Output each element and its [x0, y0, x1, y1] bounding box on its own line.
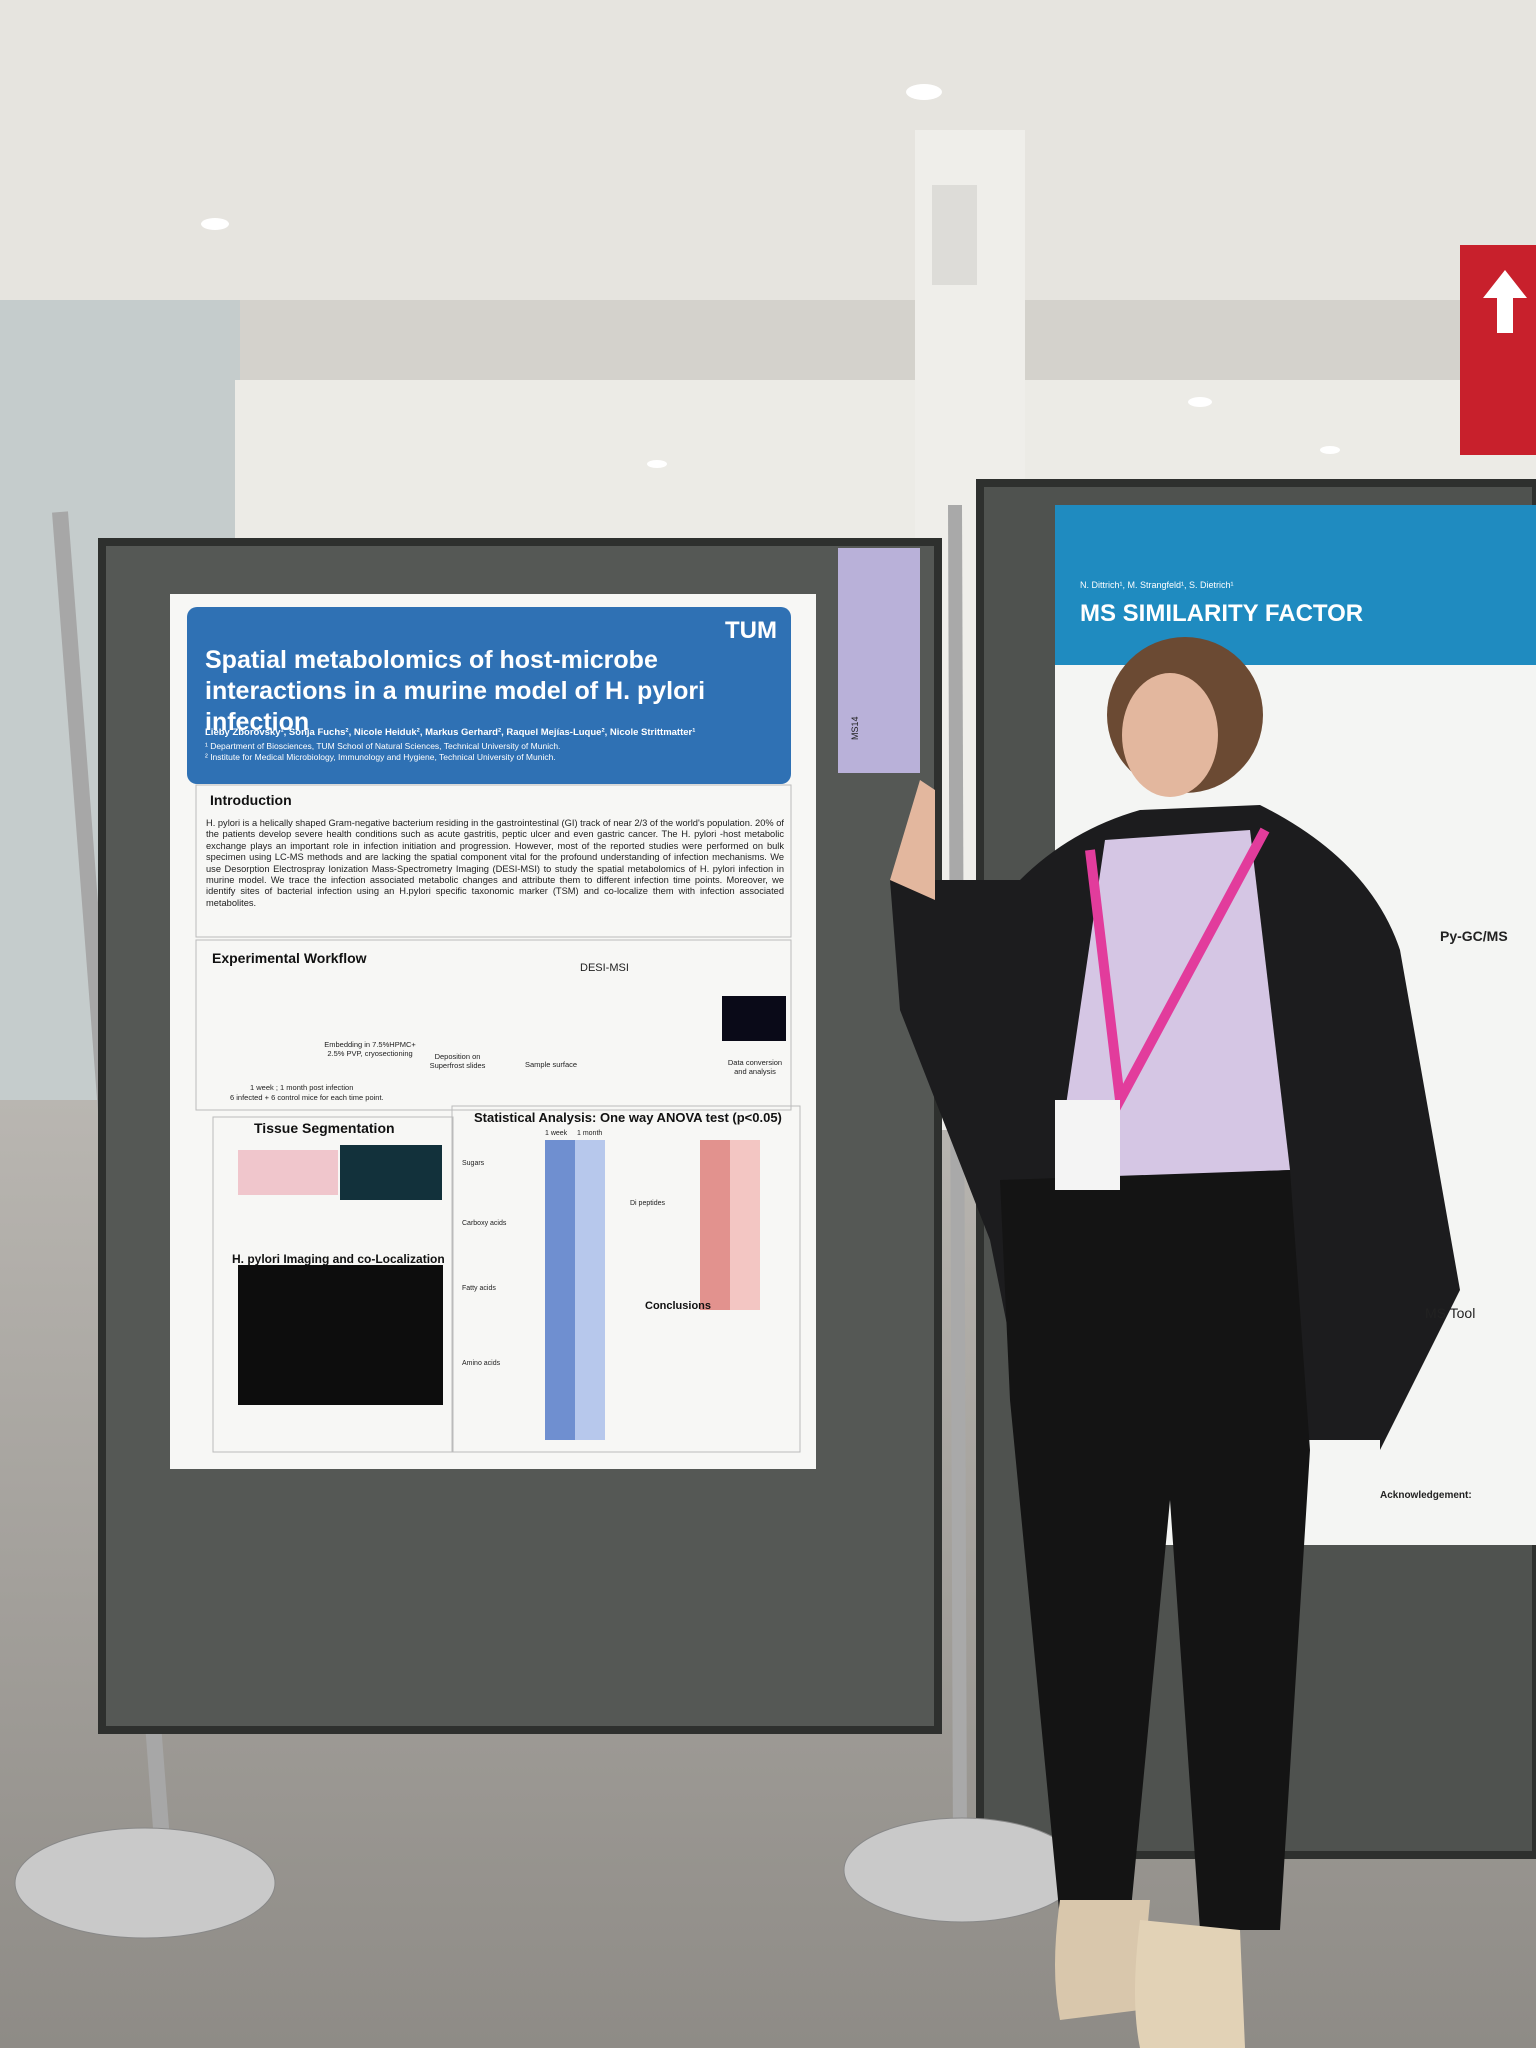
person: [890, 637, 1460, 2048]
workflow-label: Embedding in 7.5%HPMC+ 2.5% PVP, cryosec…: [324, 1040, 416, 1058]
side-authors: N. Dittrich¹, M. Strangfeld¹, S. Dietric…: [1080, 580, 1234, 590]
intro-text: H. pylori is a helically shaped Gram-neg…: [206, 818, 784, 908]
column-label: 1 month: [577, 1130, 603, 1137]
poster-boxes: [195, 784, 801, 1453]
authors: Lieby Zborovsky¹, Sonja Fuchs², Nicole H…: [205, 727, 696, 738]
side-heading: Acknowledgement:: [1380, 1490, 1472, 1501]
section-heading: Experimental Workflow: [212, 950, 367, 966]
section-heading: Introduction: [210, 792, 292, 808]
section-heading: Statistical Analysis: One way ANOVA test…: [474, 1110, 782, 1125]
group-label: Carboxy acids: [462, 1220, 507, 1227]
stand-base: [14, 1827, 276, 1939]
imaging-image: [238, 1265, 443, 1405]
workflow-label: Sample surface: [525, 1060, 578, 1069]
group-label: Amino acids: [462, 1360, 501, 1367]
tissue-image: [340, 1145, 442, 1200]
affiliation: ¹ Department of Biosciences, TUM School …: [205, 741, 561, 751]
poster-title: Spatial metabolomics of host-microbe int…: [205, 646, 706, 736]
side-heading: Py-GC/MS: [1440, 928, 1508, 944]
logo: TUM: [725, 617, 777, 644]
section-heading: H. pylori Imaging and co-Localization: [232, 1252, 445, 1266]
workflow-label: 6 infected + 6 control mice for each tim…: [230, 1093, 384, 1102]
group-label: Fatty acids: [462, 1285, 496, 1292]
section-heading: Conclusions: [645, 1300, 712, 1312]
side-header: [1055, 505, 1536, 665]
heatmap: [545, 1140, 760, 1440]
speaker: [932, 185, 977, 285]
ceiling: [0, 0, 1536, 300]
side-heading: MS Tool: [1425, 1305, 1476, 1321]
section-heading: Tissue Segmentation: [254, 1120, 395, 1136]
group-label: Sugars: [462, 1160, 485, 1167]
poster-tag-label: MS14: [850, 716, 860, 740]
workflow-label: Data conversion and analysis: [727, 1058, 783, 1076]
workflow-label: Deposition on Superfrost slides: [429, 1052, 486, 1070]
ceiling-lights: [201, 84, 1340, 468]
poster-tag: [838, 548, 920, 773]
side-title: MS SIMILARITY FACTOR: [1080, 600, 1364, 627]
msi-image: [722, 996, 786, 1041]
poster-header: [187, 607, 791, 784]
tissue-image: [238, 1150, 338, 1195]
workflow-label: 1 week ; 1 month post infection: [250, 1083, 354, 1092]
stand-pole: [948, 504, 967, 1851]
exit-sign: [1460, 245, 1536, 455]
arrow-icon: [1483, 270, 1527, 333]
column-label: 1 week: [545, 1130, 568, 1137]
group-label: Di peptides: [630, 1200, 666, 1207]
affiliation: ² Institute for Medical Microbiology, Im…: [205, 752, 556, 762]
stand-base: [843, 1817, 1081, 1923]
workflow-label: DESI-MSI: [580, 962, 629, 974]
